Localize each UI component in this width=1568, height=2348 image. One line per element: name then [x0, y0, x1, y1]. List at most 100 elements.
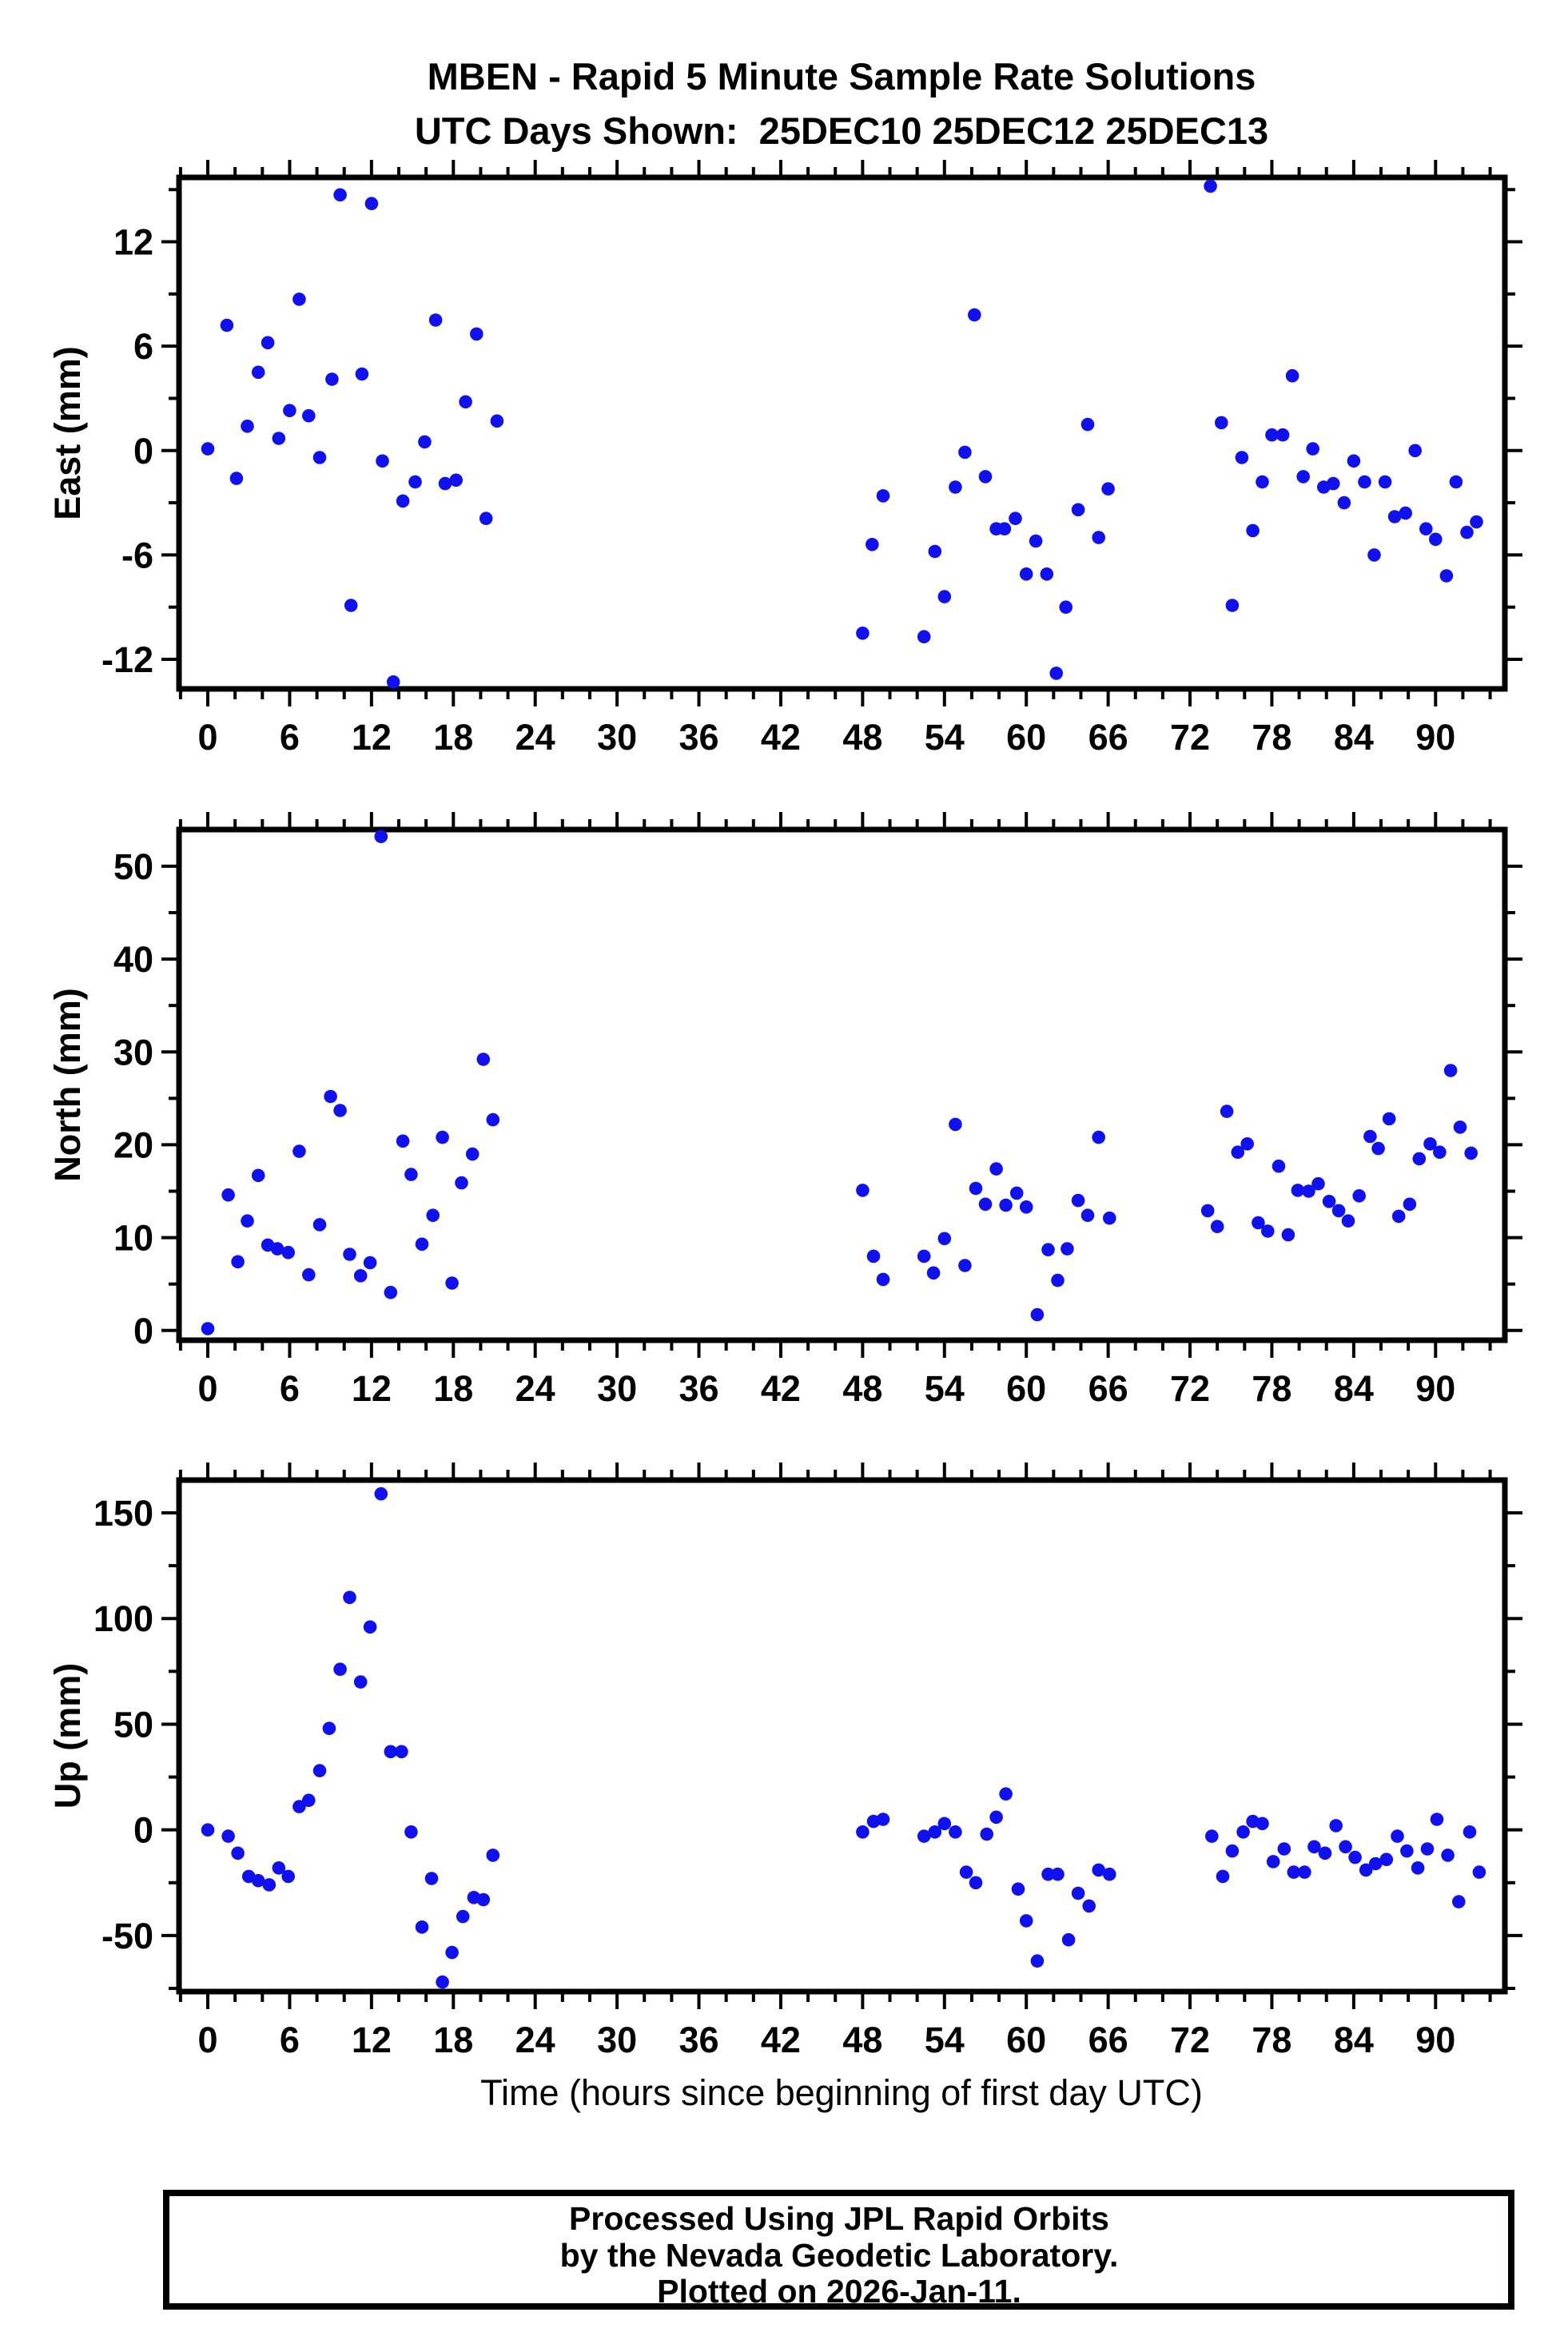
data-point — [989, 1162, 1003, 1176]
data-point — [486, 1112, 500, 1127]
x-tick-label: 54 — [925, 2020, 965, 2060]
x-tick-label: 42 — [761, 2020, 801, 2060]
data-point — [465, 1147, 480, 1161]
data-point — [978, 1197, 993, 1212]
data-point — [1429, 532, 1443, 547]
data-point — [1441, 1849, 1455, 1862]
data-point — [1399, 506, 1412, 520]
x-tick-label: 48 — [842, 1368, 882, 1409]
north-border — [176, 826, 1508, 1343]
data-point — [1460, 525, 1474, 539]
data-point — [1101, 482, 1115, 495]
y-tick-label: -6 — [121, 535, 153, 575]
data-point — [1449, 475, 1463, 489]
data-point — [1071, 1886, 1085, 1900]
data-point — [1368, 1857, 1383, 1871]
data-point — [856, 1184, 870, 1197]
data-point — [396, 1134, 410, 1148]
data-point — [445, 1276, 459, 1290]
data-point — [343, 1248, 356, 1261]
data-point — [1200, 1204, 1215, 1218]
data-point — [312, 1764, 327, 1777]
data-point — [386, 675, 400, 689]
data-point — [1256, 475, 1269, 489]
x-tick-label: 72 — [1170, 717, 1210, 758]
panel-up: 150 100 50 0 -50 0 6 12 18 24 30 36 42 48 54 60 66 72 78 84… — [47, 1463, 1522, 2060]
data-point — [490, 414, 504, 428]
data-point — [1216, 1869, 1230, 1884]
data-point — [396, 494, 410, 508]
data-point — [229, 472, 244, 485]
data-point — [949, 1117, 962, 1132]
data-point — [1348, 1850, 1362, 1864]
x-tick-label: 6 — [280, 2020, 300, 2060]
data-point — [272, 432, 286, 445]
x-tick-label: 84 — [1334, 717, 1374, 758]
data-point — [1472, 1865, 1486, 1879]
data-point — [455, 1176, 468, 1190]
data-point — [1327, 476, 1340, 491]
data-point — [1103, 1867, 1116, 1881]
data-point — [1092, 531, 1105, 544]
data-point — [272, 1861, 286, 1875]
footer-line3: Plotted on 2026-Jan-11. — [657, 2273, 1021, 2310]
x-tick-label: 78 — [1252, 2020, 1291, 2060]
x-tick-label: 36 — [679, 717, 718, 758]
data-point — [866, 1249, 881, 1264]
data-point — [1470, 515, 1483, 529]
data-point — [1453, 1120, 1467, 1134]
data-point — [363, 1620, 377, 1634]
x-tick-label: 48 — [842, 2020, 882, 2060]
data-point — [251, 1168, 265, 1183]
data-point — [418, 435, 432, 449]
x-tick-label: 12 — [352, 717, 392, 758]
data-point — [1215, 416, 1228, 430]
data-point — [1049, 667, 1063, 680]
data-point — [251, 365, 265, 380]
data-point — [293, 1800, 306, 1813]
data-point — [1210, 1220, 1224, 1233]
data-point — [1331, 1204, 1346, 1218]
data-point — [1443, 1064, 1458, 1077]
data-point — [1298, 1865, 1311, 1879]
data-point — [374, 830, 388, 843]
figure-title-line1: MBEN - Rapid 5 Minute Sample Rate Soluti… — [428, 55, 1256, 98]
x-tick-label: 0 — [198, 1368, 218, 1409]
x-tick-label: 42 — [761, 1368, 801, 1409]
x-tick-label: 60 — [1006, 1368, 1046, 1409]
data-point — [1225, 599, 1240, 612]
x-tick-label: 78 — [1252, 1368, 1291, 1409]
data-point — [476, 1892, 491, 1907]
data-point — [937, 1232, 952, 1246]
x-tick-label: 66 — [1088, 1368, 1128, 1409]
data-point — [1092, 1863, 1105, 1877]
data-point — [1235, 451, 1249, 464]
data-point — [1092, 1130, 1105, 1144]
data-point — [1204, 179, 1217, 193]
data-point — [486, 1849, 500, 1862]
x-tick-label: 90 — [1415, 717, 1455, 758]
data-point — [426, 1208, 440, 1222]
east-data-points — [201, 179, 1483, 689]
data-point — [1019, 1200, 1033, 1214]
data-point — [1225, 1844, 1240, 1858]
data-point — [302, 1268, 316, 1282]
x-tick-label: 78 — [1252, 717, 1291, 758]
data-point — [937, 590, 952, 603]
data-point — [917, 1829, 931, 1843]
data-point — [1408, 444, 1422, 458]
data-point — [1061, 1242, 1074, 1256]
data-point — [1009, 1186, 1024, 1200]
x-tick-label: 18 — [433, 1368, 473, 1409]
data-point — [333, 188, 347, 202]
y-tick-label: -50 — [101, 1916, 153, 1956]
data-point — [1220, 1104, 1234, 1118]
data-point — [343, 1590, 356, 1605]
x-tick-label: 54 — [925, 717, 965, 758]
data-point — [928, 1825, 942, 1839]
x-tick-label: 36 — [679, 2020, 718, 2060]
data-point — [1379, 1853, 1394, 1866]
data-point — [333, 1104, 347, 1117]
x-tick-label: 12 — [352, 1368, 392, 1409]
